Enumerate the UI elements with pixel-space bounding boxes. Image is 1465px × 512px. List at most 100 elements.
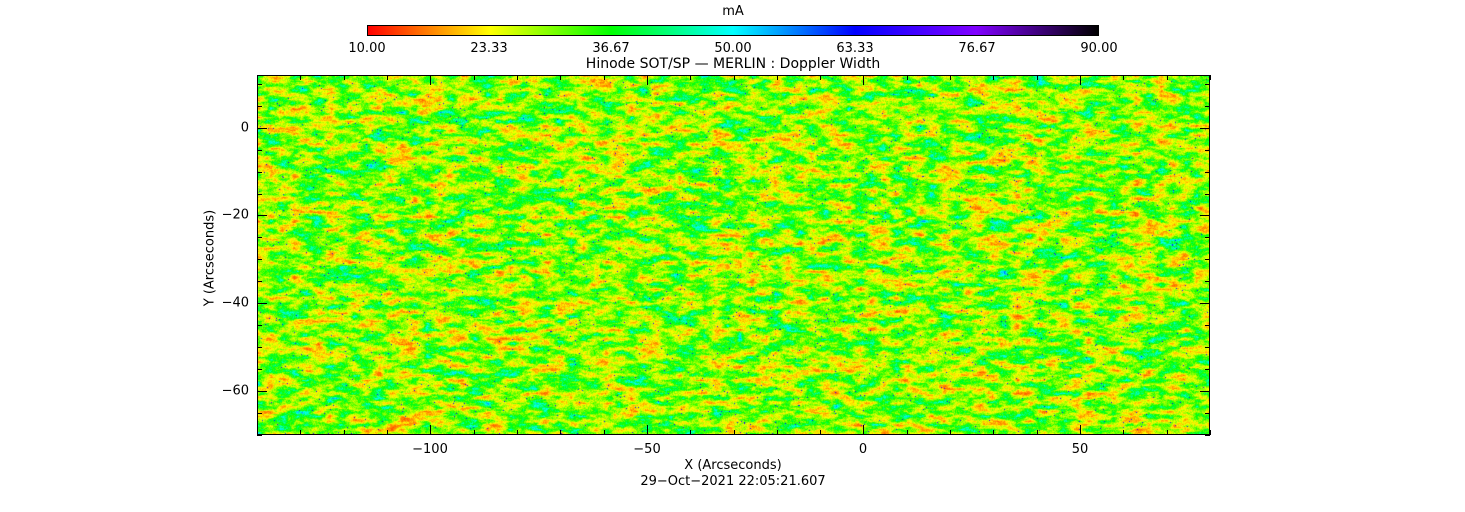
y-minor-tick-right (1205, 281, 1210, 282)
colorbar-tick-label: 50.00 (714, 41, 752, 56)
colorbar-unit: mA (722, 4, 744, 19)
x-tick-label: −100 (412, 442, 448, 457)
colorbar-tick-label: 10.00 (348, 41, 386, 56)
x-major-tick-bottom (647, 425, 648, 435)
x-minor-tick-top (1167, 75, 1168, 80)
x-tick-label: 0 (858, 442, 868, 457)
y-minor-tick-right (1205, 172, 1210, 173)
x-minor-tick-top (560, 75, 561, 80)
y-minor-tick-left (257, 369, 262, 370)
y-minor-tick-right (1205, 106, 1210, 107)
y-minor-tick-right (1205, 369, 1210, 370)
x-minor-tick-bottom (604, 430, 605, 435)
y-minor-tick-right (1205, 84, 1210, 85)
y-tick-label: −40 (221, 295, 249, 311)
y-axis-label: Y (Arcseconds) (202, 209, 218, 307)
x-minor-tick-bottom (777, 430, 778, 435)
x-minor-tick-top (344, 75, 345, 80)
y-minor-tick-right (1205, 259, 1210, 260)
x-minor-tick-top (777, 75, 778, 80)
colorbar-tick-label: 36.67 (592, 41, 630, 56)
colorbar (367, 25, 1099, 36)
x-minor-tick-bottom (907, 430, 908, 435)
y-minor-tick-right (1205, 237, 1210, 238)
x-minor-tick-bottom (560, 430, 561, 435)
y-minor-tick-left (257, 435, 262, 436)
x-minor-tick-bottom (1210, 430, 1211, 435)
x-minor-tick-top (474, 75, 475, 80)
x-minor-tick-top (820, 75, 821, 80)
x-minor-tick-top (690, 75, 691, 80)
y-minor-tick-left (257, 106, 262, 107)
colorbar-tick-label: 63.33 (836, 41, 874, 56)
x-axis-label: X (Arcseconds) (684, 458, 782, 473)
y-tick-label: 0 (240, 120, 249, 136)
x-minor-tick-top (257, 75, 258, 80)
y-major-tick-left (257, 215, 267, 216)
x-major-tick-top (863, 75, 864, 85)
x-minor-tick-bottom (474, 430, 475, 435)
x-major-tick-top (1080, 75, 1081, 85)
y-major-tick-right (1200, 128, 1210, 129)
y-minor-tick-right (1205, 413, 1210, 414)
y-minor-tick-left (257, 413, 262, 414)
y-minor-tick-left (257, 237, 262, 238)
x-minor-tick-bottom (993, 430, 994, 435)
x-major-tick-bottom (1080, 425, 1081, 435)
y-minor-tick-right (1205, 347, 1210, 348)
y-major-tick-right (1200, 215, 1210, 216)
x-minor-tick-bottom (820, 430, 821, 435)
y-minor-tick-right (1205, 150, 1210, 151)
y-major-tick-right (1200, 391, 1210, 392)
x-minor-tick-top (387, 75, 388, 80)
y-minor-tick-right (1205, 325, 1210, 326)
y-major-tick-left (257, 303, 267, 304)
x-minor-tick-bottom (344, 430, 345, 435)
x-minor-tick-top (993, 75, 994, 80)
colorbar-tick-label: 90.00 (1080, 41, 1118, 56)
chart-title: Hinode SOT/SP — MERLIN : Doppler Width (585, 56, 881, 72)
y-minor-tick-right (1205, 194, 1210, 195)
x-minor-tick-top (517, 75, 518, 80)
y-tick-label: −60 (221, 383, 249, 399)
x-minor-tick-bottom (1167, 430, 1168, 435)
y-minor-tick-left (257, 259, 262, 260)
x-minor-tick-top (734, 75, 735, 80)
x-minor-tick-bottom (1037, 430, 1038, 435)
x-minor-tick-top (1210, 75, 1211, 80)
y-minor-tick-left (257, 325, 262, 326)
x-minor-tick-top (1123, 75, 1124, 80)
y-major-tick-left (257, 391, 267, 392)
y-minor-tick-left (257, 194, 262, 195)
y-minor-tick-left (257, 347, 262, 348)
x-minor-tick-bottom (300, 430, 301, 435)
y-major-tick-left (257, 128, 267, 129)
x-major-tick-bottom (430, 425, 431, 435)
x-minor-tick-top (604, 75, 605, 80)
y-minor-tick-left (257, 150, 262, 151)
x-minor-tick-bottom (517, 430, 518, 435)
x-major-tick-bottom (863, 425, 864, 435)
colorbar-tick-label: 23.33 (470, 41, 508, 56)
x-tick-label: 50 (1071, 442, 1089, 457)
y-minor-tick-left (257, 281, 262, 282)
x-minor-tick-bottom (257, 430, 258, 435)
x-minor-tick-bottom (950, 430, 951, 435)
y-minor-tick-right (1205, 435, 1210, 436)
y-minor-tick-left (257, 172, 262, 173)
x-minor-tick-top (1037, 75, 1038, 80)
x-major-tick-top (647, 75, 648, 85)
y-minor-tick-left (257, 84, 262, 85)
colorbar-tick-label: 76.67 (958, 41, 996, 56)
doppler-width-heatmap (258, 76, 1209, 434)
heatmap-plot-area (257, 75, 1210, 435)
y-tick-label: −20 (221, 207, 249, 223)
x-minor-tick-top (300, 75, 301, 80)
x-minor-tick-bottom (387, 430, 388, 435)
y-major-tick-right (1200, 303, 1210, 304)
x-minor-tick-top (950, 75, 951, 80)
x-tick-label: −50 (633, 442, 661, 457)
timestamp: 29−Oct−2021 22:05:21.607 (640, 474, 826, 489)
x-minor-tick-top (907, 75, 908, 80)
x-minor-tick-bottom (1123, 430, 1124, 435)
